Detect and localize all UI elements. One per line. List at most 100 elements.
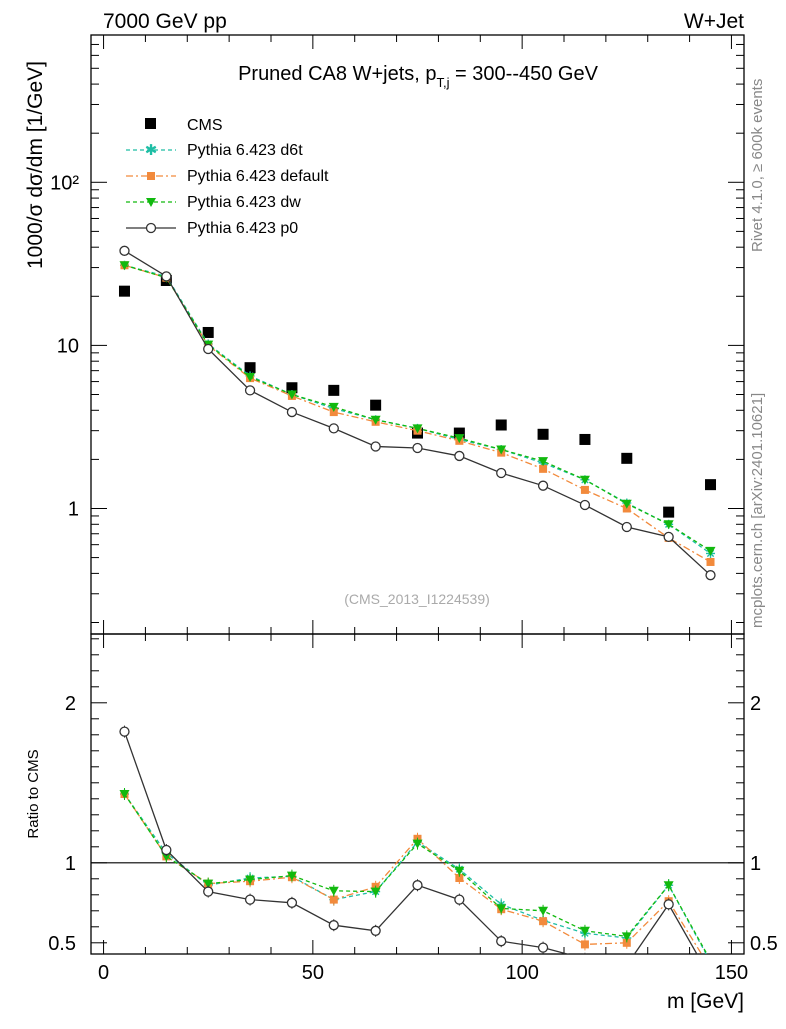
x-tick-label: 150 — [715, 962, 748, 984]
x-tick-label: 0 — [98, 962, 109, 984]
ratio-y-tick-label: 1 — [65, 853, 76, 875]
data-point-cms — [286, 382, 298, 394]
legend-label-cms: CMS — [187, 117, 223, 134]
ratio-y-axis-label: Ratio to CMS — [25, 749, 42, 838]
series-line-d6t — [124, 264, 711, 554]
data-point-p0 — [412, 880, 423, 891]
ratio-y-tick-label: 0.5 — [48, 933, 76, 955]
data-point-dw — [412, 839, 423, 849]
data-point-dw — [538, 906, 549, 916]
data-point-p0 — [244, 385, 256, 396]
legend-marker-dw — [146, 198, 156, 207]
data-point-d6t — [706, 958, 715, 967]
data-point-p0 — [119, 245, 130, 256]
rivet-version-label: Rivet 4.1.0, ≥ 600k events — [749, 79, 766, 252]
data-point-dw — [663, 520, 674, 530]
data-point-p0 — [537, 480, 549, 491]
data-point-p0 — [622, 961, 631, 970]
data-point-dw — [705, 546, 716, 556]
data-point-default — [580, 940, 589, 949]
data-point-dw — [119, 790, 130, 799]
data-point-p0 — [412, 442, 423, 454]
data-point-dw — [286, 871, 297, 881]
legend-entry-cms: CMS — [145, 117, 223, 134]
data-point-default — [455, 874, 464, 882]
data-point-p0 — [454, 894, 465, 905]
main-y-tick-label: 1 — [68, 498, 79, 520]
title-suffix: = 300--450 GeV — [450, 63, 599, 85]
data-point-dw — [161, 852, 172, 862]
data-point-p0 — [370, 925, 381, 936]
data-point-dw — [663, 881, 674, 891]
data-point-p0 — [119, 726, 130, 737]
series-line-default — [124, 264, 711, 563]
data-point-cms — [453, 427, 465, 439]
data-point-dw — [496, 904, 507, 914]
legend-entry-dw: Pythia 6.423 dw — [126, 194, 301, 211]
ratio-line-p0 — [123, 731, 698, 954]
data-point-dw — [370, 415, 381, 425]
main-y-tick-label: 10 — [57, 335, 79, 357]
data-point-default — [706, 557, 715, 566]
data-point-p0 — [583, 953, 587, 954]
data-point-dw — [496, 445, 507, 455]
data-point-cms — [705, 479, 717, 491]
data-point-dw — [328, 886, 339, 896]
data-point-cms — [495, 419, 507, 431]
data-point-p0 — [621, 521, 632, 533]
data-point-dw — [579, 475, 590, 485]
legend-marker-default — [147, 172, 155, 180]
ratio-y-tick-label-right: 2 — [750, 693, 761, 715]
legend-label-d6t: Pythia 6.423 d6t — [187, 142, 303, 159]
data-point-dw — [370, 887, 381, 897]
data-point-dw — [245, 373, 256, 383]
x-tick-label: 100 — [505, 962, 538, 984]
main-y-axis-label: 1000/σ dσ/dm [1/GeV] — [24, 61, 47, 269]
data-point-p0 — [161, 844, 172, 856]
series-line-dw — [124, 264, 711, 552]
header-left-label: 7000 GeV pp — [103, 10, 227, 33]
data-point-default — [329, 895, 338, 904]
source-label: mcplots.cern.ch [arXiv:2401.10621] — [749, 393, 766, 628]
data-point-cms — [579, 433, 591, 445]
ratio-line-dw — [123, 793, 708, 954]
data-point-default — [539, 464, 548, 473]
data-point-dw — [621, 932, 632, 942]
legend-marker-d6t: ✱ — [145, 142, 158, 159]
data-point-dw — [203, 879, 214, 889]
data-point-dw — [286, 390, 297, 400]
data-point-cms — [370, 399, 382, 411]
data-point-p0 — [286, 897, 298, 908]
ratio-y-tick-label: 2 — [65, 693, 76, 715]
data-point-p0 — [203, 343, 214, 355]
title-subscript: T,j — [437, 75, 450, 90]
ratio-series-layer — [119, 725, 715, 983]
data-point-p0 — [161, 271, 172, 282]
legend-label-default: Pythia 6.423 default — [187, 168, 329, 185]
x-tick-label: 50 — [302, 962, 324, 984]
legend: CMS ✱ Pythia 6.423 d6t Pythia 6.423 defa… — [126, 117, 329, 237]
legend-entry-default: Pythia 6.423 default — [126, 168, 329, 185]
main-plot-title: Pruned CA8 W+jets, pT,j = 300--450 GeV — [238, 63, 599, 90]
header-right-label: W+Jet — [684, 10, 744, 33]
data-point-p0 — [579, 499, 591, 511]
data-point-p0 — [663, 531, 674, 543]
legend-marker-cms — [145, 118, 156, 129]
data-point-cms — [328, 384, 340, 396]
data-point-p0 — [370, 441, 381, 452]
legend-label-dw: Pythia 6.423 dw — [187, 194, 301, 211]
data-point-p0 — [454, 450, 465, 462]
legend-marker-p0 — [145, 222, 157, 234]
data-point-default — [539, 917, 548, 926]
data-point-cms — [537, 428, 549, 440]
legend-entry-d6t: ✱ Pythia 6.423 d6t — [126, 142, 303, 159]
data-point-p0 — [706, 974, 715, 983]
data-point-dw — [538, 457, 549, 467]
data-point-cms — [663, 506, 675, 518]
data-point-cms — [244, 362, 256, 374]
legend-label-p0: Pythia 6.423 p0 — [187, 220, 298, 237]
ratio-y-tick-label-right: 1 — [750, 853, 761, 875]
